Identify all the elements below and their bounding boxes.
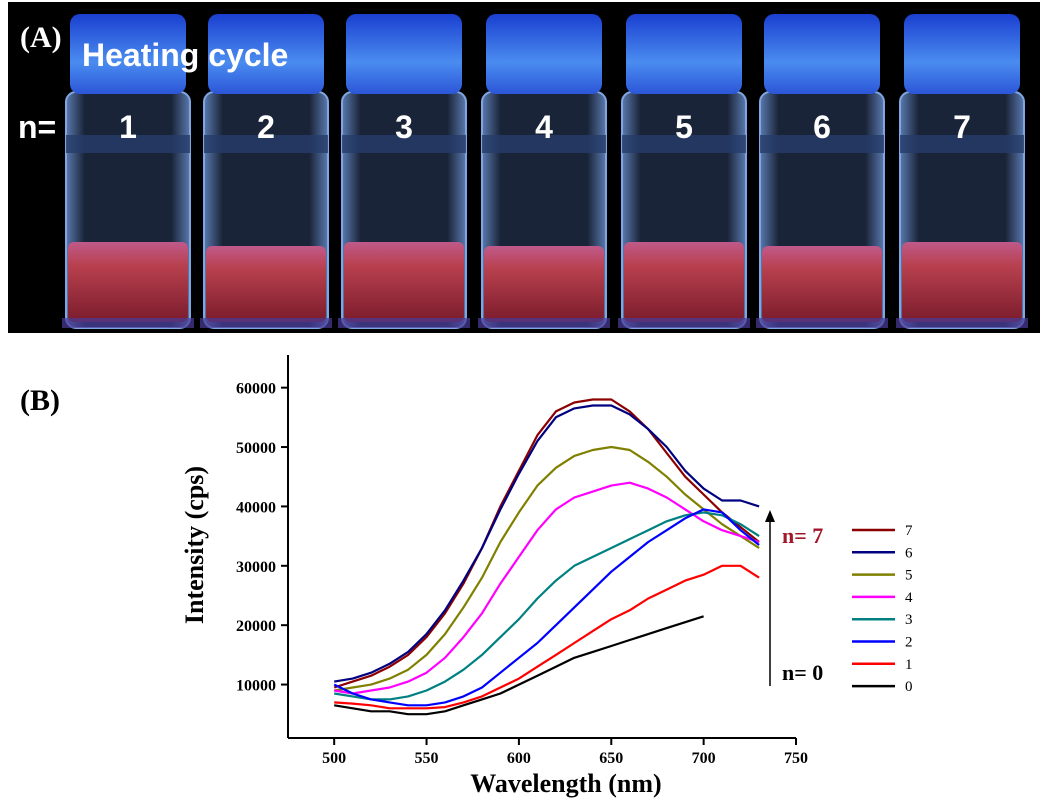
vial-liquid [484, 246, 604, 322]
legend-label: 0 [905, 679, 913, 695]
series-line [333, 508, 760, 707]
vial-base [618, 318, 750, 328]
vial-liquid [762, 246, 882, 322]
x-tick-label: 550 [415, 750, 439, 767]
y-tick-label: 30000 [236, 559, 276, 576]
vial-band [342, 135, 466, 153]
vial-band [760, 135, 884, 153]
vial-liquid [902, 242, 1022, 322]
vial-number: 6 [813, 109, 831, 145]
annotation: n= 0 [782, 660, 823, 685]
series-line [334, 481, 760, 695]
vial-base [756, 318, 888, 328]
vial-band [204, 135, 328, 153]
x-tick-label: 600 [507, 750, 531, 767]
vial-number: 5 [675, 109, 693, 145]
vial-band [482, 135, 606, 153]
legend-label: 6 [905, 545, 913, 561]
series-line [334, 511, 760, 701]
vial-number: 2 [257, 109, 275, 145]
y-tick-label: 40000 [236, 499, 276, 516]
vial-base [338, 318, 470, 328]
series-line [334, 445, 760, 692]
annotation: n= 7 [782, 523, 823, 548]
arrow-head [765, 510, 775, 522]
vial-liquid [344, 242, 464, 322]
y-tick-label: 60000 [236, 381, 276, 398]
vial-cap [626, 14, 742, 94]
vial-base [478, 318, 610, 328]
y-tick-label: 20000 [236, 618, 276, 635]
vial-base [200, 318, 332, 328]
legend-label: 3 [905, 612, 913, 628]
series-line [333, 398, 760, 689]
vial-liquid [68, 242, 188, 322]
vial-liquid [624, 242, 744, 322]
vial-band [66, 135, 190, 153]
series-line [334, 564, 760, 710]
y-tick-label: 10000 [236, 678, 276, 695]
vial-cap [346, 14, 462, 94]
x-axis-label: Wavelength (nm) [470, 769, 661, 798]
vial-cap [764, 14, 880, 94]
vial-number: 3 [395, 109, 413, 145]
series-line [334, 615, 704, 716]
vial-number: 7 [953, 109, 971, 145]
vial-cap [208, 14, 324, 94]
vial-photo [62, 14, 1028, 329]
legend-label: 2 [905, 635, 913, 651]
vial-liquid [206, 246, 326, 322]
panel-label: (A) [20, 21, 62, 54]
n-label: n= [18, 109, 56, 145]
panel-label: (B) [20, 384, 60, 417]
legend-label: 4 [905, 590, 913, 606]
vial-band [900, 135, 1024, 153]
series-line [334, 404, 760, 683]
y-tick-label: 50000 [236, 440, 276, 457]
vial-cap [70, 14, 186, 94]
vial-number: 4 [535, 109, 553, 145]
x-tick-label: 500 [322, 750, 346, 767]
x-tick-label: 700 [692, 750, 716, 767]
legend-label: 1 [905, 657, 913, 673]
legend-label: 5 [905, 568, 913, 584]
vial-cap [486, 14, 602, 94]
y-axis-label: Intensity (cps) [180, 466, 209, 624]
x-tick-label: 650 [599, 750, 623, 767]
vial-band [622, 135, 746, 153]
x-tick-label: 750 [784, 750, 808, 767]
vial-base [62, 318, 194, 328]
photo-title: Heating cycle [82, 37, 288, 73]
vial-base [896, 318, 1028, 328]
legend-label: 7 [905, 523, 913, 539]
vial-number: 1 [119, 109, 137, 145]
vial-cap [904, 14, 1020, 94]
